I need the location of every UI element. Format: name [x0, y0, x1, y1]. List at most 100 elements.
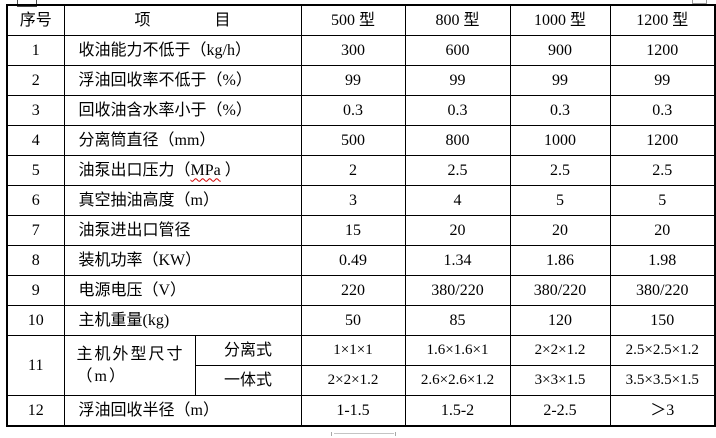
cell-value: 99 — [300, 65, 406, 96]
cell-value: 2.5×2.5×1.2 — [609, 335, 716, 366]
table-row: 3 回收油含水率小于（%） 0.3 0.3 0.3 0.3 — [6, 95, 716, 126]
row-no: 11 — [6, 335, 65, 396]
sub-row-label: 一体式 — [194, 365, 302, 396]
cell-value: 1.86 — [509, 245, 611, 276]
cell-value: 380/220 — [509, 275, 611, 306]
header-model-1200: 1200 型 — [609, 4, 716, 36]
row-no: 8 — [6, 245, 65, 276]
cell-value: 20 — [509, 215, 611, 246]
cell-value: 1×1×1 — [300, 335, 406, 366]
row-no: 2 — [6, 65, 65, 96]
cell-value: 300 — [300, 35, 406, 66]
row-item: 装机功率（KW） — [63, 245, 302, 276]
row-no: 6 — [6, 185, 65, 216]
table-row: 10 主机重量(kg) 50 85 120 150 — [6, 305, 716, 336]
cell-value: 0.3 — [509, 95, 611, 126]
cell-value: 0.49 — [300, 245, 406, 276]
row-no: 3 — [6, 95, 65, 126]
item-text: ） — [220, 161, 241, 179]
clipped-caption-line — [334, 433, 394, 438]
table-row: 9 电源电压（V） 220 380/220 380/220 380/220 — [6, 275, 716, 306]
cell-value: 1.6×1.6×1 — [404, 335, 511, 366]
cell-value: 2-2.5 — [509, 395, 611, 427]
table-row: 11 主机外型尺寸（m） 分离式 1×1×1 1.6×1.6×1 2×2×1.2… — [6, 335, 716, 396]
table-row: 一体式 2×2×1.2 2.6×2.6×1.2 3×3×1.5 3.5×3.5×… — [7, 365, 716, 396]
row-no: 9 — [6, 275, 65, 306]
row-item: 分离筒直径（mm） — [63, 125, 302, 156]
cell-value: 20 — [609, 215, 716, 246]
cell-value: 380/220 — [609, 275, 716, 306]
row-no: 1 — [6, 35, 65, 66]
cell-value: 2.6×2.6×1.2 — [404, 365, 511, 396]
header-serial: 序号 — [6, 4, 65, 36]
cell-value: 1200 — [609, 35, 716, 66]
cell-value: 4 — [404, 185, 511, 216]
cell-value: 85 — [404, 305, 511, 336]
row-item: 主机外型尺寸（m） — [63, 335, 196, 396]
cell-value: 1.98 — [609, 245, 716, 276]
header-model-1000: 1000 型 — [509, 4, 611, 36]
cell-value: 220 — [300, 275, 406, 306]
table-row: 7 油泵进出口管径 15 20 20 20 — [6, 215, 716, 246]
table-row: 8 装机功率（KW） 0.49 1.34 1.86 1.98 — [6, 245, 716, 276]
table-row: 6 真空抽油高度（m） 3 4 5 5 — [6, 185, 716, 216]
cell-value: 380/220 — [404, 275, 511, 306]
cell-value: 1000 — [509, 125, 611, 156]
sub-row-label: 分离式 — [194, 335, 302, 366]
cell-value: 0.3 — [609, 95, 716, 126]
cell-value: 120 — [509, 305, 611, 336]
clipped-caption-mark — [395, 432, 396, 436]
table-row: 5 油泵出口压力（MPa ） 2 2.5 2.5 2.5 — [6, 155, 716, 186]
cell-value: 1200 — [609, 125, 716, 156]
row-item: 回收油含水率小于（%） — [63, 95, 302, 126]
cell-value: 1.34 — [404, 245, 511, 276]
cell-value: 3×3×1.5 — [509, 365, 611, 396]
clipped-corner-mark — [692, 0, 707, 4]
cell-value: 99 — [404, 65, 511, 96]
cell-value: 500 — [300, 125, 406, 156]
row-item: 油泵进出口管径 — [63, 215, 302, 246]
cell-value: 2 — [300, 155, 406, 186]
row-item: 真空抽油高度（m） — [63, 185, 302, 216]
item-text: 油泵出口压力（ — [78, 161, 191, 179]
table-row: 4 分离筒直径（mm） 500 800 1000 1200 — [6, 125, 716, 156]
cell-value: 15 — [300, 215, 406, 246]
cell-value: 900 — [509, 35, 611, 66]
row-no: 5 — [6, 155, 65, 186]
cell-value: 5 — [509, 185, 611, 216]
header-model-500: 500 型 — [300, 4, 406, 36]
cell-value: 50 — [300, 305, 406, 336]
cell-value: 3.5×3.5×1.5 — [609, 365, 716, 396]
row-no: 10 — [6, 305, 65, 336]
row-item: 浮油回收半径（m） — [63, 395, 302, 427]
cell-value: 800 — [404, 125, 511, 156]
table-row: 2 浮油回收率不低于（%） 99 99 99 99 — [6, 65, 716, 96]
row-no: 4 — [6, 125, 65, 156]
cell-value: 3 — [300, 185, 406, 216]
row-item: 电源电压（V） — [63, 275, 302, 306]
cell-value: 1-1.5 — [300, 395, 406, 427]
clipped-caption-mark — [331, 432, 332, 436]
row-no: 7 — [6, 215, 65, 246]
row-no: 12 — [6, 395, 65, 427]
row-item: 主机重量(kg) — [63, 305, 302, 336]
table-row: 12 浮油回收半径（m） 1-1.5 1.5-2 2-2.5 ＞3 — [6, 395, 716, 427]
cell-value: 2.5 — [609, 155, 716, 186]
cell-value: ＞3 — [609, 395, 716, 427]
spec-table: 序号 项 目 500 型 800 型 1000 型 1200 型 1 收油能力不… — [6, 4, 716, 427]
cell-value: 2.5 — [404, 155, 511, 186]
cell-value: 0.3 — [300, 95, 406, 126]
table-row: 1 收油能力不低于（kg/h） 300 600 900 1200 — [6, 35, 716, 66]
header-row: 序号 项 目 500 型 800 型 1000 型 1200 型 — [6, 4, 716, 36]
row-item: 浮油回收率不低于（%） — [63, 65, 302, 96]
cell-value: 99 — [509, 65, 611, 96]
cell-value: 600 — [404, 35, 511, 66]
cell-value: 150 — [609, 305, 716, 336]
cell-value: 2×2×1.2 — [300, 365, 406, 396]
spellcheck-underlined-text: MPa — [190, 161, 221, 179]
cell-value: 1.5-2 — [404, 395, 511, 427]
header-item: 项 目 — [63, 4, 302, 36]
cell-value: 20 — [404, 215, 511, 246]
cell-value: 5 — [609, 185, 716, 216]
